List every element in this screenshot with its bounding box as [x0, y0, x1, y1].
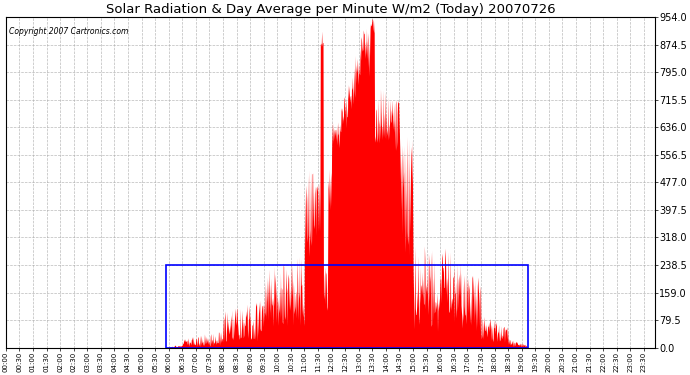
Text: Copyright 2007 Cartronics.com: Copyright 2007 Cartronics.com [9, 27, 128, 36]
Bar [166, 265, 529, 348]
Title: Solar Radiation & Day Average per Minute W/m2 (Today) 20070726: Solar Radiation & Day Average per Minute… [106, 3, 555, 16]
